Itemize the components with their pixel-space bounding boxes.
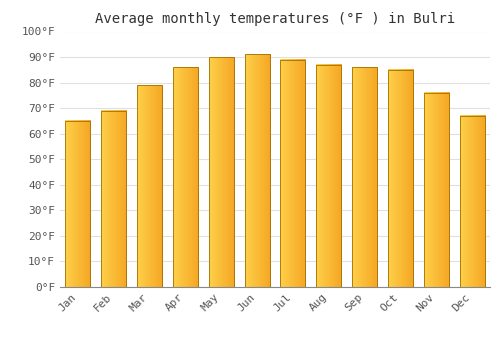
Bar <box>460 116 484 287</box>
Bar <box>101 111 126 287</box>
Bar <box>280 60 305 287</box>
Bar <box>66 121 90 287</box>
Bar <box>316 65 342 287</box>
Bar <box>208 57 234 287</box>
Bar <box>137 85 162 287</box>
Bar <box>388 70 413 287</box>
Bar <box>352 67 377 287</box>
Title: Average monthly temperatures (°F ) in Bulri: Average monthly temperatures (°F ) in Bu… <box>95 12 455 26</box>
Bar <box>244 55 270 287</box>
Bar <box>173 67 198 287</box>
Bar <box>424 93 449 287</box>
